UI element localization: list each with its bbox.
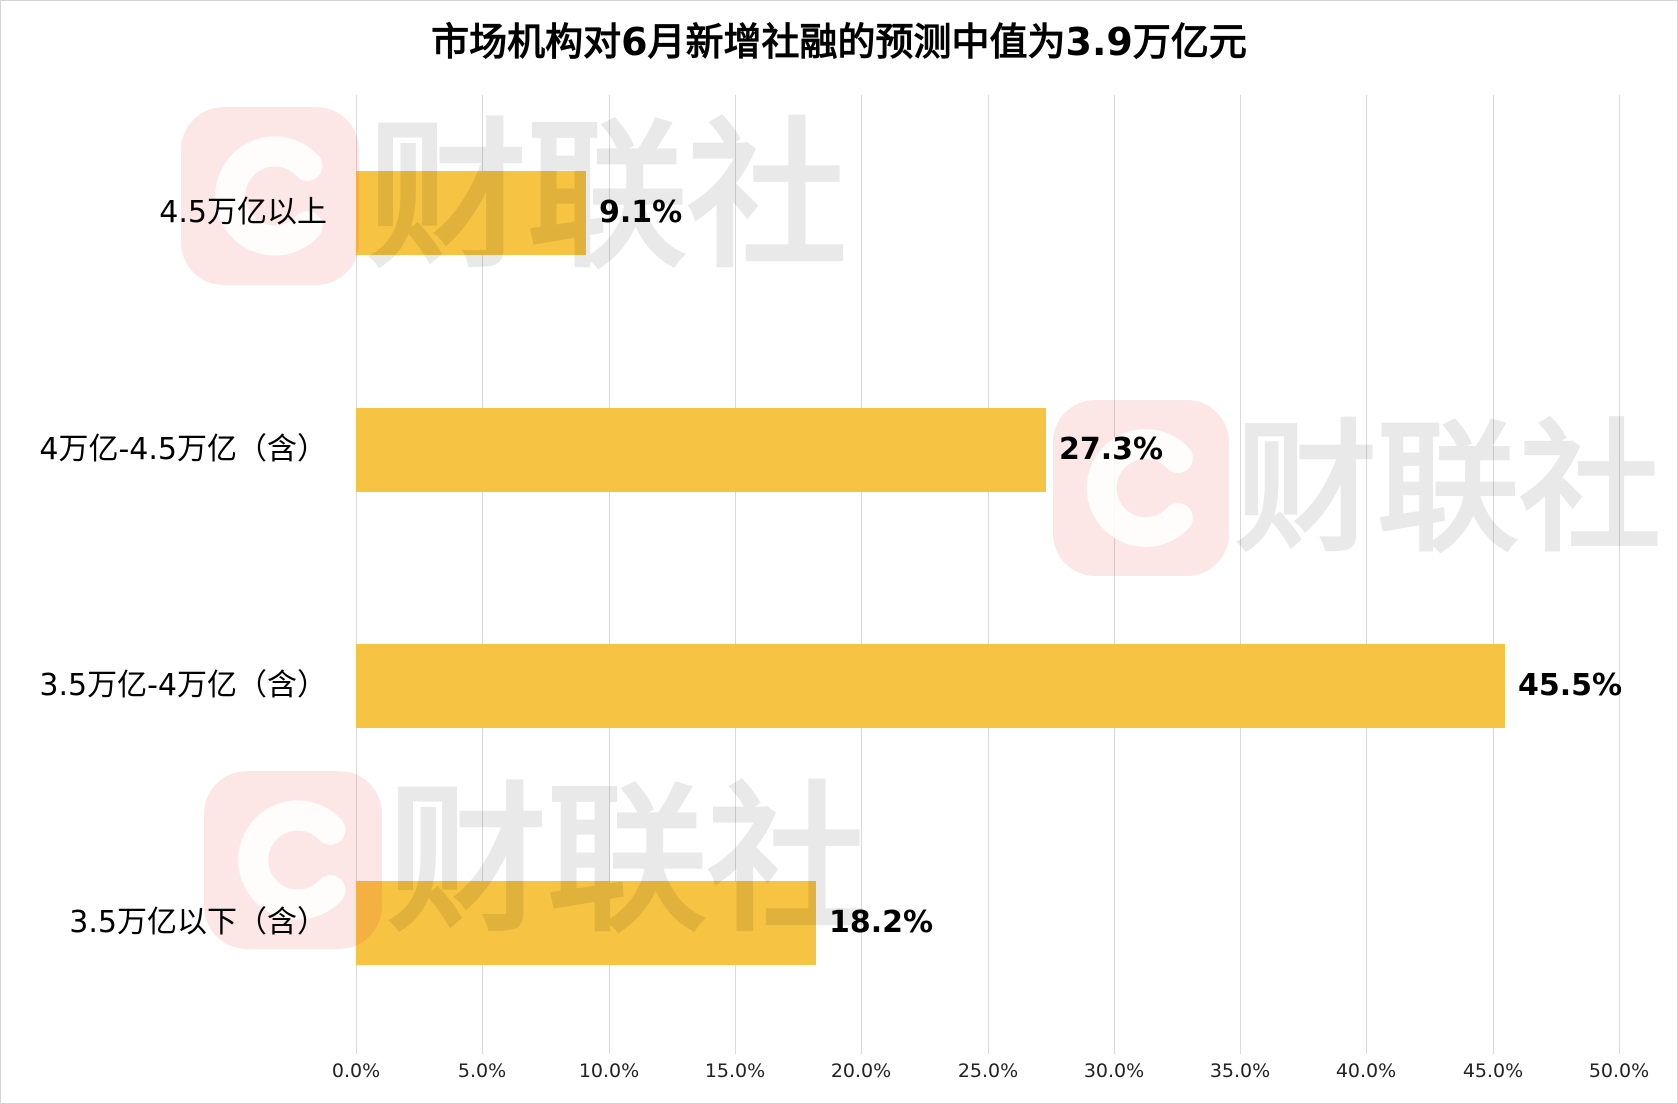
x-tick-label-2: 10.0% — [578, 1060, 640, 1082]
category-label-2: 4万亿-4.5万亿（含） — [39, 432, 327, 467]
x-gridline-7 — [1240, 95, 1241, 1054]
x-tick-label-7: 35.0% — [1209, 1060, 1271, 1082]
category-label-3: 3.5万亿-4万亿（含） — [39, 668, 327, 703]
x-gridline-8 — [1366, 95, 1367, 1054]
bar-3 — [356, 644, 1505, 728]
x-tick-label-8: 40.0% — [1335, 1060, 1397, 1082]
x-tick-label-4: 20.0% — [830, 1060, 892, 1082]
x-tick-label-6: 30.0% — [1083, 1060, 1145, 1082]
x-gridline-0 — [356, 95, 357, 1054]
x-tick-label-0: 0.0% — [331, 1060, 381, 1082]
data-label-4: 18.2% — [829, 905, 934, 940]
x-gridline-6 — [1114, 95, 1115, 1054]
x-gridline-1 — [482, 95, 483, 1054]
x-gridline-5 — [988, 95, 989, 1054]
data-label-2: 27.3% — [1059, 432, 1164, 467]
x-gridline-9 — [1493, 95, 1494, 1054]
x-tick-label-5: 25.0% — [957, 1060, 1019, 1082]
category-label-1: 4.5万亿以上 — [159, 195, 327, 230]
data-label-1: 9.1% — [599, 195, 683, 230]
x-tick-label-9: 45.0% — [1462, 1060, 1524, 1082]
x-tick-label-1: 5.0% — [457, 1060, 507, 1082]
data-label-3: 45.5% — [1518, 668, 1623, 703]
x-gridline-2 — [609, 95, 610, 1054]
x-gridline-3 — [735, 95, 736, 1054]
bar-1 — [356, 171, 586, 255]
category-label-4: 3.5万亿以下（含） — [69, 905, 327, 940]
x-tick-label-10: 50.0% — [1588, 1060, 1650, 1082]
bar-2 — [356, 408, 1046, 492]
x-gridline-4 — [861, 95, 862, 1054]
x-tick-label-3: 15.0% — [704, 1060, 766, 1082]
chart-title: 市场机构对6月新增社融的预测中值为3.9万亿元 — [431, 20, 1247, 64]
bar-4 — [356, 881, 816, 965]
x-gridline-10 — [1619, 95, 1620, 1054]
